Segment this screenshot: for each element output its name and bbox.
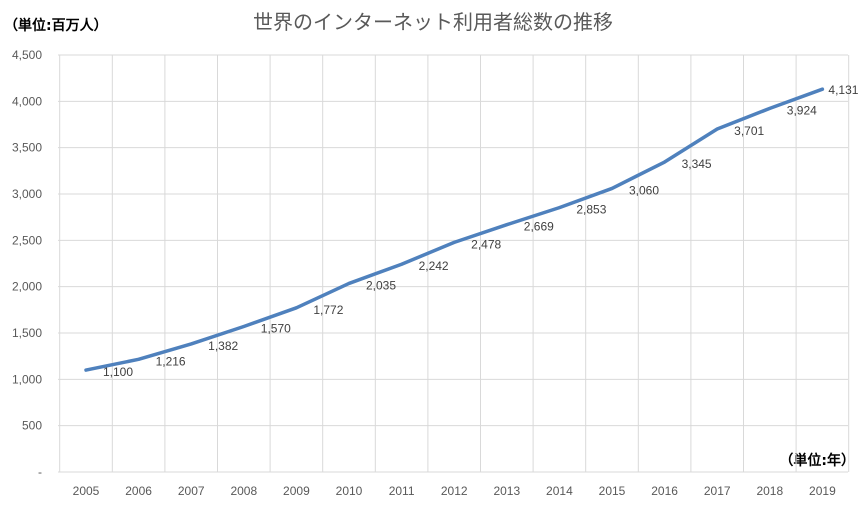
data-label: 2,478	[471, 237, 501, 251]
data-point	[452, 240, 456, 244]
y-tick-label: 3,000	[12, 187, 42, 201]
x-tick-label: 2005	[73, 484, 100, 498]
data-point	[400, 262, 404, 266]
data-label: 2,242	[419, 259, 449, 273]
data-point	[242, 325, 246, 329]
data-point	[663, 160, 667, 164]
data-point	[347, 281, 351, 285]
data-label: 1,570	[261, 322, 291, 336]
x-tick-label: 2017	[704, 484, 731, 498]
data-point	[505, 223, 509, 227]
y-tick-label: -	[38, 465, 42, 479]
data-point	[189, 342, 193, 346]
x-tick-label: 2015	[599, 484, 626, 498]
data-labels: 1,100 1,216 1,382 1,570 1,772 2,035 2,242 2,478…	[103, 83, 859, 379]
x-axis-ticks: 2005 2006 2007 2008 2009 2010 2011 2012 2013 2014…	[73, 484, 836, 498]
x-tick-label: 2008	[230, 484, 257, 498]
data-label: 3,701	[734, 124, 764, 138]
y-axis-ticks: - 500 1,000 1,500 2,000 2,500 3,000 3,500 4,000 4…	[12, 48, 42, 479]
x-tick-label: 2019	[809, 484, 836, 498]
data-label: 1,382	[208, 339, 238, 353]
x-tick-label: 2011	[389, 484, 415, 498]
series-layer	[84, 87, 825, 372]
data-label: 2,669	[524, 220, 554, 234]
data-point	[768, 106, 772, 110]
data-label: 3,924	[787, 103, 817, 117]
data-point	[137, 357, 141, 361]
data-point	[557, 206, 561, 210]
y-unit-label: （単位:百万人）	[4, 17, 108, 34]
data-label: 2,035	[366, 278, 396, 292]
data-point	[84, 368, 88, 372]
y-tick-label: 1,500	[12, 326, 42, 340]
x-tick-label: 2010	[336, 484, 363, 498]
data-point	[820, 87, 824, 91]
x-tick-label: 2016	[651, 484, 678, 498]
x-tick-label: 2007	[178, 484, 205, 498]
x-tick-label: 2012	[441, 484, 468, 498]
y-tick-label: 2,000	[12, 280, 42, 294]
x-tick-label: 2009	[283, 484, 310, 498]
x-tick-label: 2006	[125, 484, 152, 498]
data-label: 1,100	[103, 365, 133, 379]
data-label: 1,772	[313, 303, 343, 317]
y-tick-label: 4,500	[12, 48, 42, 62]
x-tick-label: 2018	[756, 484, 783, 498]
data-label: 3,060	[629, 183, 659, 197]
y-tick-label: 500	[22, 419, 42, 433]
y-tick-label: 2,500	[12, 233, 42, 247]
data-label: 4,131	[828, 83, 858, 97]
chart-title: 世界のインターネット利用者総数の推移	[253, 10, 613, 34]
data-label: 1,216	[156, 354, 186, 368]
data-label: 3,345	[682, 157, 712, 171]
y-tick-label: 4,000	[12, 94, 42, 108]
gridlines	[58, 54, 850, 473]
x-tick-label: 2014	[546, 484, 573, 498]
data-point	[715, 127, 719, 131]
x-tick-label: 2013	[493, 484, 520, 498]
x-unit-label: （単位:年）	[779, 452, 855, 469]
data-point	[610, 186, 614, 190]
data-point	[294, 306, 298, 310]
y-tick-label: 3,500	[12, 141, 42, 155]
data-label: 2,853	[576, 203, 606, 217]
y-tick-label: 1,000	[12, 372, 42, 386]
series-line	[84, 87, 825, 372]
